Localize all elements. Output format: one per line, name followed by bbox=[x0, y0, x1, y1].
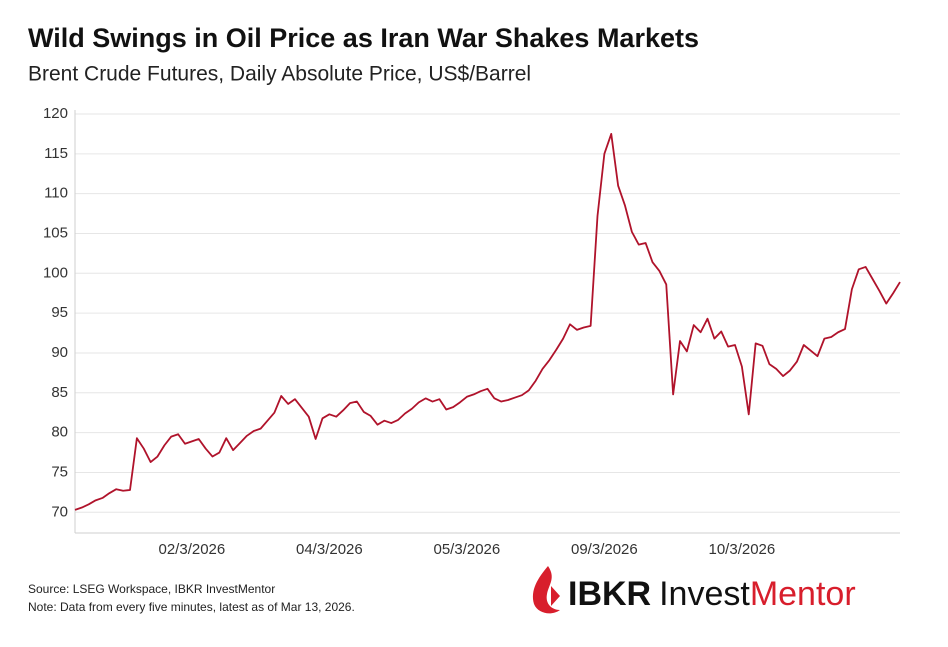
logo-ibkr: IBKR bbox=[568, 575, 651, 613]
y-tick-label: 85 bbox=[51, 384, 68, 401]
logo: IBKR InvestMentor bbox=[532, 566, 856, 614]
y-tick-label: 110 bbox=[44, 185, 68, 202]
y-tick-label: 115 bbox=[44, 145, 68, 162]
y-tick-label: 95 bbox=[51, 304, 68, 321]
y-tick-label: 90 bbox=[51, 344, 68, 361]
y-tick-label: 70 bbox=[51, 503, 68, 520]
x-tick-label: 10/3/2026 bbox=[709, 541, 776, 558]
logo-brand: IBKR InvestMentor bbox=[568, 575, 856, 613]
y-tick-label: 120 bbox=[43, 105, 68, 122]
data-note: Note: Data from every five minutes, late… bbox=[28, 600, 355, 614]
y-tick-label: 100 bbox=[43, 264, 68, 281]
y-tick-label: 105 bbox=[43, 224, 68, 241]
chart-title: Wild Swings in Oil Price as Iran War Sha… bbox=[28, 23, 699, 53]
x-tick-label: 02/3/2026 bbox=[159, 541, 226, 558]
x-tick-label: 09/3/2026 bbox=[571, 541, 638, 558]
logo-flame bbox=[532, 566, 560, 614]
price-line bbox=[74, 133, 901, 511]
y-tick-label: 80 bbox=[51, 424, 68, 441]
chart-subtitle: Brent Crude Futures, Daily Absolute Pric… bbox=[28, 63, 531, 86]
logo-invest: Invest bbox=[659, 575, 750, 613]
logo-mark bbox=[551, 586, 560, 606]
x-tick-label: 05/3/2026 bbox=[434, 541, 501, 558]
source-note: Source: LSEG Workspace, IBKR InvestMento… bbox=[28, 582, 275, 596]
logo-mentor: Mentor bbox=[750, 575, 856, 613]
y-tick-label: 75 bbox=[51, 463, 68, 480]
x-tick-label: 04/3/2026 bbox=[296, 541, 363, 558]
